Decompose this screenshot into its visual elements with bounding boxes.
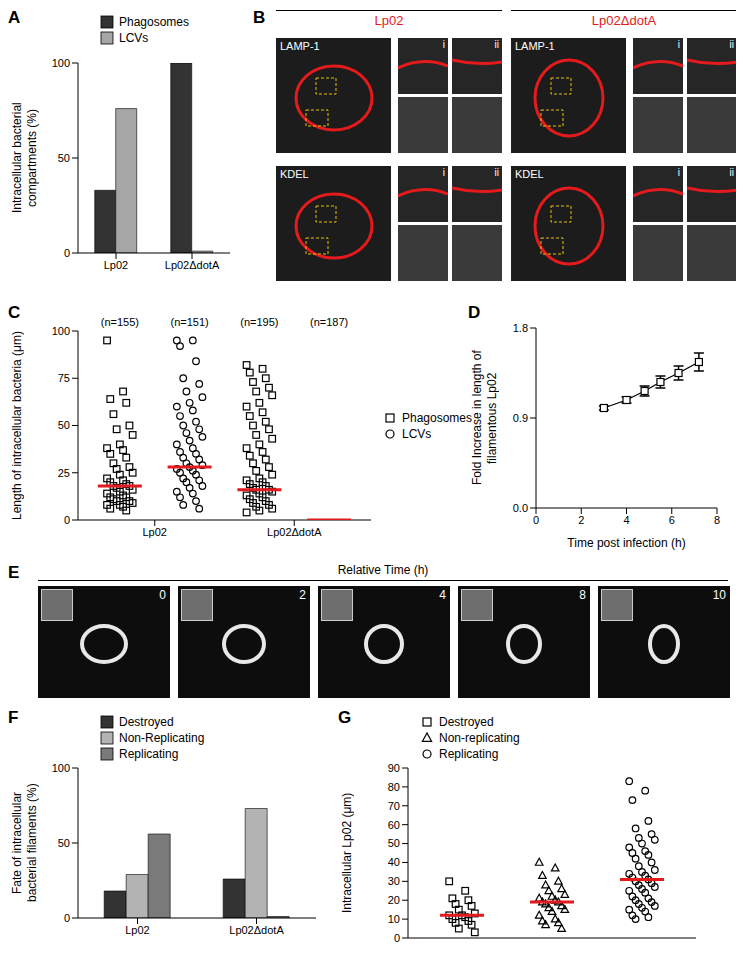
html-text:KDEL: KDEL <box>515 168 544 180</box>
svg-text:100: 100 <box>52 57 70 69</box>
svg-text:100: 100 <box>52 325 70 337</box>
html-text:F: F <box>8 708 19 727</box>
svg-text:0: 0 <box>394 932 400 944</box>
html-text:Phagosomes: Phagosomes <box>119 15 189 29</box>
svg-text:90: 90 <box>388 762 400 774</box>
svg-text:(n=195): (n=195) <box>240 316 278 328</box>
svg-text:Lp02ΔdotA: Lp02ΔdotA <box>229 924 284 936</box>
svg-text:0: 0 <box>64 247 70 259</box>
html-text:Replicating: Replicating <box>119 747 179 761</box>
html-text:G: G <box>338 708 352 727</box>
svg-text:20: 20 <box>388 894 400 906</box>
html-text:LAMP-1: LAMP-1 <box>280 40 320 52</box>
svg-text:Lp02: Lp02 <box>104 259 128 271</box>
html-text:C: C <box>8 303 21 322</box>
html-text:Fold Increase in length of fil: Fold Increase in length of filamentous L… <box>470 350 499 486</box>
svg-text:(n=187): (n=187) <box>310 316 348 328</box>
html-text:Lp02ΔdotA: Lp02ΔdotA <box>591 13 657 28</box>
html-text:Destroyed: Destroyed <box>119 715 174 729</box>
html-text:Destroyed: Destroyed <box>439 715 494 729</box>
html-text:D: D <box>468 303 481 322</box>
html-text:B: B <box>253 8 266 27</box>
svg-text:50: 50 <box>388 837 400 849</box>
svg-text:70: 70 <box>388 800 400 812</box>
html-text:Lp02: Lp02 <box>374 13 404 28</box>
html-text:Non-replicating: Non-replicating <box>439 731 520 745</box>
html-text:i: i <box>677 167 680 178</box>
svg-text:1.8: 1.8 <box>513 322 528 334</box>
svg-text:50: 50 <box>58 419 70 431</box>
svg-text:0: 0 <box>64 514 70 526</box>
html-text:ii: ii <box>494 39 499 50</box>
html-text:Fate of intracellular bacteria: Fate of intracellular bacterial filament… <box>10 783 39 903</box>
html-text:8: 8 <box>579 588 586 602</box>
svg-text:Lp02: Lp02 <box>125 924 149 936</box>
svg-text:(n=151): (n=151) <box>171 316 209 328</box>
svg-text:75: 75 <box>58 372 70 384</box>
html-text:2: 2 <box>299 588 306 602</box>
html-text:ii: ii <box>494 167 499 178</box>
svg-text:6: 6 <box>669 514 675 526</box>
svg-text:100: 100 <box>52 762 70 774</box>
svg-text:0: 0 <box>64 912 70 924</box>
html-text:A: A <box>8 8 21 27</box>
html-text:LCVs: LCVs <box>402 426 432 441</box>
html-text:Intracellular Lp02 (μm): Intracellular Lp02 (μm) <box>340 792 354 914</box>
html-text:10: 10 <box>712 588 726 602</box>
html-text:E: E <box>8 563 20 582</box>
html-text:KDEL: KDEL <box>280 168 309 180</box>
html-text:LCVs: LCVs <box>119 31 149 45</box>
html-text:4: 4 <box>439 588 446 602</box>
svg-text:2: 2 <box>578 514 584 526</box>
html-text:LAMP-1: LAMP-1 <box>515 40 555 52</box>
html-text:ii: ii <box>729 167 734 178</box>
html-text:i: i <box>442 167 445 178</box>
html-text:0: 0 <box>159 588 166 602</box>
svg-text:30: 30 <box>388 875 400 887</box>
svg-text:Lp02ΔdotA: Lp02ΔdotA <box>165 259 220 271</box>
svg-text:8: 8 <box>714 514 720 526</box>
svg-text:0.0: 0.0 <box>513 502 528 514</box>
svg-text:40: 40 <box>388 856 400 868</box>
html-text:Phagosomes: Phagosomes <box>402 410 472 425</box>
html-text:Length of intracellular bacter: Length of intracellular bacteria (μm) <box>10 331 24 520</box>
svg-text:0: 0 <box>533 514 539 526</box>
svg-text:0.9: 0.9 <box>513 412 528 424</box>
svg-text:Lp02ΔdotA: Lp02ΔdotA <box>267 526 322 538</box>
html-text:ii: ii <box>729 39 734 50</box>
svg-text:50: 50 <box>58 837 70 849</box>
svg-text:60: 60 <box>388 819 400 831</box>
svg-text:(n=155): (n=155) <box>101 316 139 328</box>
svg-text:4: 4 <box>623 514 629 526</box>
svg-text:25: 25 <box>58 467 70 479</box>
svg-text:50: 50 <box>58 152 70 164</box>
html-text:Non-Replicating: Non-Replicating <box>119 731 205 745</box>
html-text:i: i <box>677 39 680 50</box>
svg-text:80: 80 <box>388 781 400 793</box>
html-text:Time post infection (h): Time post infection (h) <box>567 536 686 550</box>
svg-text:10: 10 <box>388 913 400 925</box>
svg-text:Lp02: Lp02 <box>142 526 166 538</box>
html-text:Replicating: Replicating <box>439 747 499 761</box>
html-text:i: i <box>442 39 445 50</box>
html-text:Intracellular bacterial compar: Intracellular bacterial compartments (%) <box>10 102 39 214</box>
html-text:Relative Time (h): Relative Time (h) <box>337 563 429 577</box>
